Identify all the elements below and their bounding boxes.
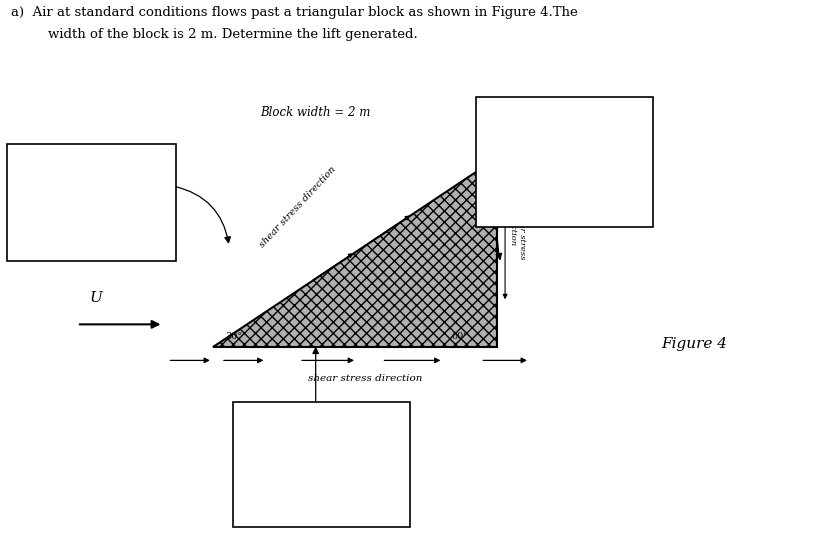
Text: Surface 1: Surface 1: [60, 157, 123, 170]
Text: $Length = 3\ \mathrm{m}$: $Length = 3\ \mathrm{m}$: [527, 130, 601, 144]
Text: U: U: [89, 291, 102, 305]
Text: 30°: 30°: [225, 332, 242, 341]
Text: $P = \frac{3.0}{\sqrt{x}}\ \mathrm{kN/m^2}$: $P = \frac{3.0}{\sqrt{x}}\ \mathrm{kN/m^…: [52, 183, 130, 206]
Text: $P = -1.2\ \mathrm{kN/m^2}$: $P = -1.2\ \mathrm{kN/m^2}$: [277, 458, 367, 475]
FancyBboxPatch shape: [475, 97, 652, 227]
Text: a)  Air at standard conditions flows past a triangular block as shown in Figure : a) Air at standard conditions flows past…: [11, 6, 577, 18]
Text: Block width = 2 m: Block width = 2 m: [260, 106, 370, 119]
Text: $\tau_{ave}\ =1.24\mathrm{E}{-}03\ \mathrm{kN/m^2}$: $\tau_{ave}\ =1.24\mathrm{E}{-}03\ \math…: [257, 482, 386, 501]
Text: $\tau_{ave}\ =5.8\mathrm{E}{-}02\ \mathrm{kN/m^2}$: $\tau_{ave}\ =5.8\mathrm{E}{-}02\ \mathr…: [28, 227, 154, 246]
Text: $Length = 5\ \mathrm{m}$: $Length = 5\ \mathrm{m}$: [284, 435, 359, 449]
Text: $\tau_{ave}\ =7.6\mathrm{E}{-}02\ \mathrm{kN/m^2}$: $\tau_{ave}\ =7.6\mathrm{E}{-}02\ \mathr…: [501, 178, 627, 196]
Text: shear stress
direction: shear stress direction: [508, 208, 526, 259]
Text: Surface 3: Surface 3: [290, 414, 353, 427]
Text: shear stress direction: shear stress direction: [307, 374, 421, 383]
Text: Surface 2: Surface 2: [532, 109, 595, 122]
Polygon shape: [213, 158, 496, 347]
Text: width of the block is 2 m. Determine the lift generated.: width of the block is 2 m. Determine the…: [48, 28, 417, 41]
Text: $P = -1.5\ \mathrm{kN/m^2}$: $P = -1.5\ \mathrm{kN/m^2}$: [518, 152, 609, 170]
FancyBboxPatch shape: [233, 402, 410, 527]
FancyBboxPatch shape: [7, 144, 176, 260]
Text: 60°: 60°: [451, 332, 468, 341]
Text: Figure 4: Figure 4: [661, 337, 727, 351]
Text: shear stress direction: shear stress direction: [258, 165, 338, 250]
